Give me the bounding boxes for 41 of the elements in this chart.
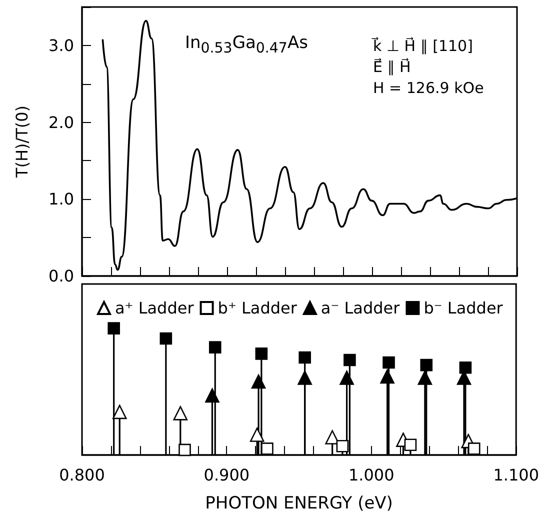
annotation: E⃗ ∥ H⃗ bbox=[373, 58, 411, 76]
point bbox=[404, 438, 417, 452]
x-tick-label: 0.900 bbox=[204, 466, 250, 484]
point bbox=[261, 442, 274, 455]
point bbox=[380, 369, 394, 384]
point bbox=[250, 428, 264, 442]
point bbox=[298, 351, 311, 364]
point bbox=[336, 440, 349, 452]
annotation: k⃗ ⊥ H⃗ ∥ [110] bbox=[373, 37, 473, 55]
x-axis-title: PHOTON ENERGY (eV) bbox=[205, 494, 393, 514]
point bbox=[298, 370, 312, 385]
point bbox=[173, 406, 188, 420]
point bbox=[344, 354, 356, 366]
point bbox=[420, 358, 433, 372]
legend-label: a⁻ Ladder bbox=[320, 298, 400, 318]
y-tick-label: 1.0 bbox=[48, 190, 74, 209]
point bbox=[178, 444, 191, 456]
point bbox=[340, 370, 354, 385]
point bbox=[251, 374, 266, 389]
y-tick-label: 3.0 bbox=[48, 36, 74, 55]
legend-label: a⁺ Ladder bbox=[115, 298, 194, 318]
point bbox=[108, 322, 120, 334]
y-tick-label: 2.0 bbox=[48, 112, 74, 132]
y-axis-title: T(H)/T(0) bbox=[12, 105, 32, 179]
legend-label: b⁺ Ladder bbox=[218, 298, 298, 318]
point bbox=[205, 388, 220, 403]
point bbox=[418, 370, 432, 385]
point bbox=[325, 430, 340, 444]
point bbox=[459, 361, 472, 374]
point bbox=[382, 356, 395, 369]
annotation: H = 126.9 kOe bbox=[373, 79, 484, 97]
y-tick-label: 0.0 bbox=[48, 266, 74, 286]
point bbox=[255, 348, 268, 360]
x-tick-label: 1.100 bbox=[493, 466, 540, 484]
x-tick-label: 0.800 bbox=[59, 466, 105, 484]
x-tick-label: 1.000 bbox=[348, 466, 394, 484]
point bbox=[208, 341, 222, 354]
point bbox=[112, 404, 127, 420]
annotation: In$_{0.53}$Ga$_{0.47}$As bbox=[185, 33, 308, 56]
legend-label: b⁻ Ladder bbox=[424, 298, 504, 318]
point bbox=[160, 332, 172, 345]
